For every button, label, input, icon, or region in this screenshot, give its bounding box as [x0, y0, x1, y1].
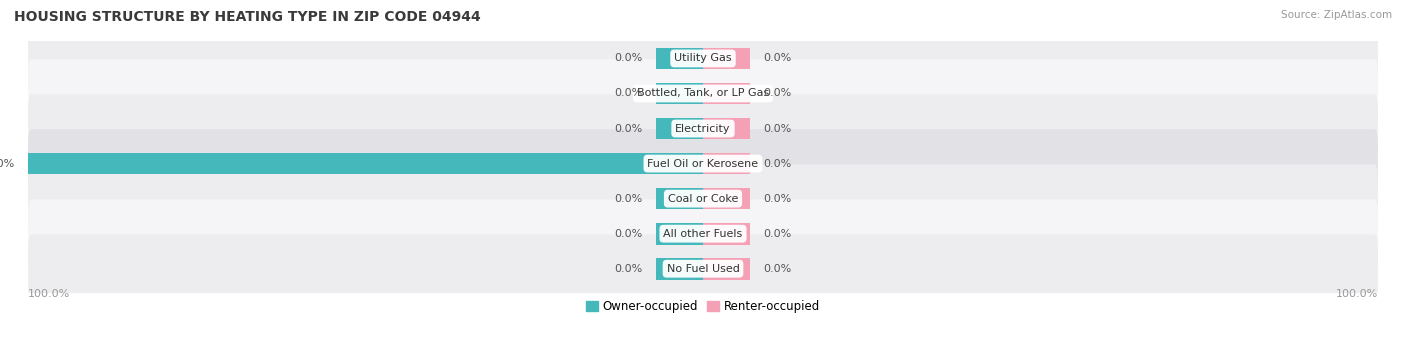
- Text: 0.0%: 0.0%: [763, 159, 792, 168]
- Bar: [703, 258, 751, 280]
- Bar: [703, 223, 751, 244]
- Legend: Owner-occupied, Renter-occupied: Owner-occupied, Renter-occupied: [581, 295, 825, 317]
- Text: 0.0%: 0.0%: [763, 89, 792, 99]
- Text: 0.0%: 0.0%: [763, 54, 792, 63]
- FancyBboxPatch shape: [28, 129, 1378, 198]
- Bar: [655, 188, 703, 209]
- FancyBboxPatch shape: [28, 234, 1378, 303]
- Text: 0.0%: 0.0%: [763, 264, 792, 274]
- Text: 0.0%: 0.0%: [614, 194, 643, 204]
- Text: Electricity: Electricity: [675, 123, 731, 134]
- Text: 0.0%: 0.0%: [763, 123, 792, 134]
- Text: 100.0%: 100.0%: [28, 289, 70, 299]
- Text: 100.0%: 100.0%: [1336, 289, 1378, 299]
- Text: Utility Gas: Utility Gas: [675, 54, 731, 63]
- Bar: [655, 48, 703, 69]
- Text: 100.0%: 100.0%: [0, 159, 14, 168]
- Text: 0.0%: 0.0%: [763, 229, 792, 239]
- Text: Fuel Oil or Kerosene: Fuel Oil or Kerosene: [647, 159, 759, 168]
- Bar: [703, 188, 751, 209]
- Bar: [655, 258, 703, 280]
- Bar: [28, 153, 703, 175]
- Bar: [703, 48, 751, 69]
- Text: Source: ZipAtlas.com: Source: ZipAtlas.com: [1281, 10, 1392, 20]
- Bar: [703, 83, 751, 104]
- Text: 0.0%: 0.0%: [614, 229, 643, 239]
- Text: HOUSING STRUCTURE BY HEATING TYPE IN ZIP CODE 04944: HOUSING STRUCTURE BY HEATING TYPE IN ZIP…: [14, 10, 481, 24]
- FancyBboxPatch shape: [28, 164, 1378, 233]
- Text: All other Fuels: All other Fuels: [664, 229, 742, 239]
- Text: 0.0%: 0.0%: [614, 54, 643, 63]
- Text: 0.0%: 0.0%: [763, 194, 792, 204]
- FancyBboxPatch shape: [28, 59, 1378, 128]
- FancyBboxPatch shape: [28, 94, 1378, 163]
- Text: No Fuel Used: No Fuel Used: [666, 264, 740, 274]
- FancyBboxPatch shape: [28, 199, 1378, 268]
- Bar: [655, 83, 703, 104]
- Bar: [655, 118, 703, 139]
- Bar: [655, 223, 703, 244]
- Text: 0.0%: 0.0%: [614, 123, 643, 134]
- Bar: [703, 153, 751, 175]
- Text: 0.0%: 0.0%: [614, 264, 643, 274]
- Bar: [703, 118, 751, 139]
- Text: Coal or Coke: Coal or Coke: [668, 194, 738, 204]
- Text: 0.0%: 0.0%: [614, 89, 643, 99]
- Text: Bottled, Tank, or LP Gas: Bottled, Tank, or LP Gas: [637, 89, 769, 99]
- FancyBboxPatch shape: [28, 24, 1378, 93]
